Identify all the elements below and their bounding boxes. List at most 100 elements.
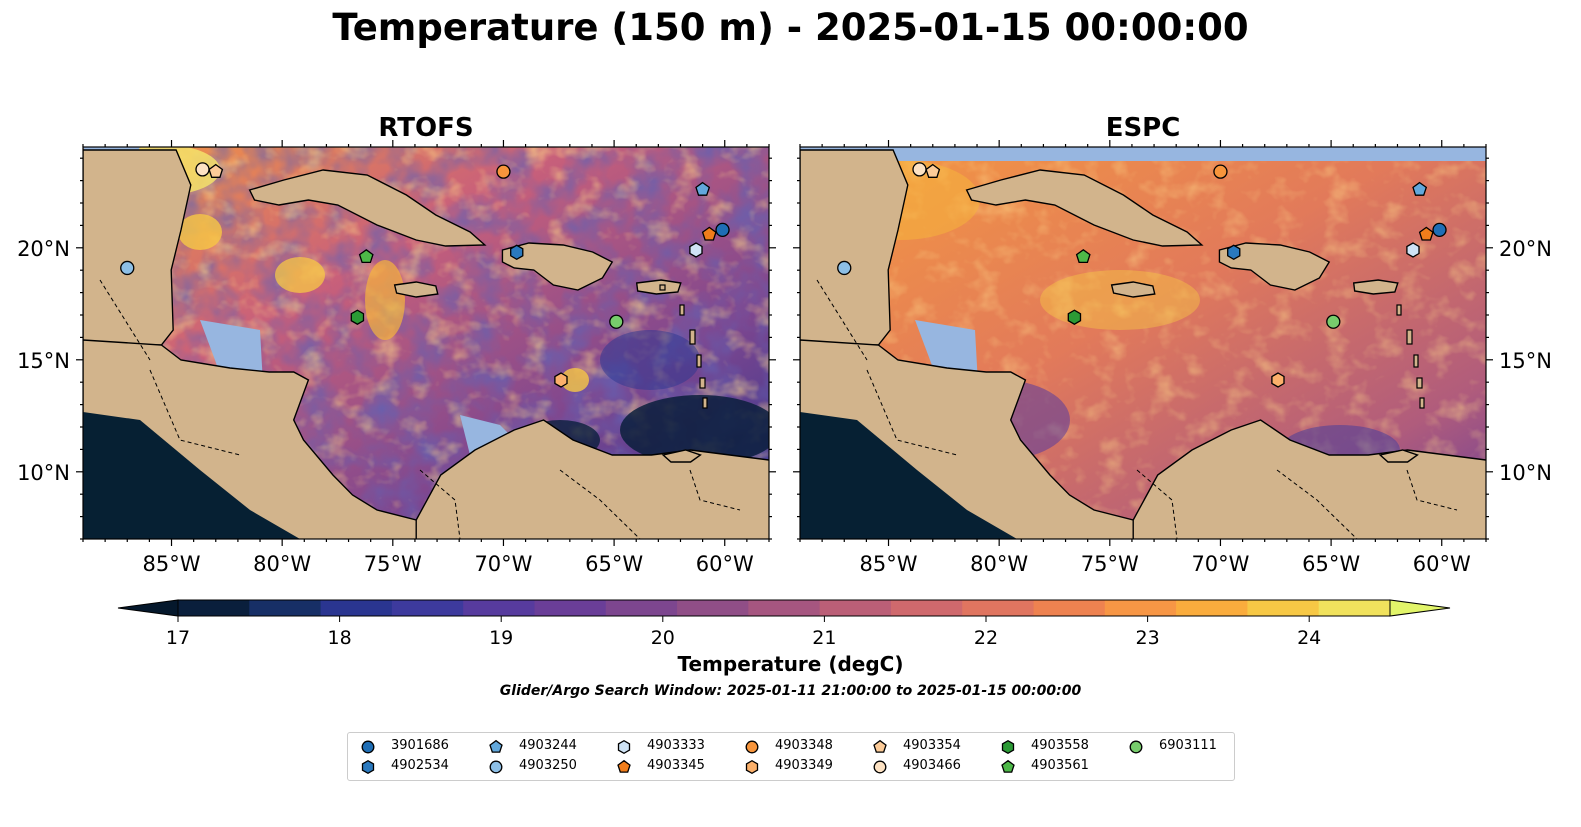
figure-title: Temperature (150 m) - 2025-01-15 00:00:0… <box>332 6 1249 49</box>
lon-tick-label: 60°W <box>1413 552 1471 576</box>
colorbar-tick-label: 17 <box>166 627 190 649</box>
lon-tick-label: 65°W <box>1302 552 1360 576</box>
colorbar-segment <box>677 600 749 616</box>
lat-tick-label-right: 10°N <box>1499 461 1552 485</box>
lat-tick-label-left: 20°N <box>17 237 70 261</box>
float-marker-4903466 <box>912 162 927 177</box>
colorbar-segment <box>320 600 393 616</box>
float-marker-4903561 <box>1075 248 1091 264</box>
colorbar-label: Temperature (degC) <box>677 652 904 676</box>
float-marker-4903466 <box>195 162 210 177</box>
legend-label: 6903111 <box>1159 738 1217 753</box>
colorbar-segment <box>1104 600 1177 616</box>
panel-title-espc: ESPC <box>1105 113 1181 143</box>
float-marker-4903349 <box>1271 372 1285 388</box>
rtofs-map <box>83 147 769 539</box>
float-marker-4903354 <box>208 163 224 178</box>
float-marker-6903111 <box>609 314 624 329</box>
float-marker-4903333 <box>689 242 703 258</box>
float-marker-6903111 <box>1326 314 1341 329</box>
lon-tick-label: 80°W <box>253 552 311 576</box>
panel-title-rtofs: RTOFS <box>378 113 474 143</box>
legend-label: 3901686 <box>391 738 449 753</box>
espc-map <box>800 147 1486 539</box>
colorbar-tick-label: 21 <box>812 627 836 649</box>
float-marker-4903250 <box>837 260 852 276</box>
colorbar-segment <box>1033 600 1106 616</box>
pentagon-marker-icon <box>489 739 503 753</box>
pentagon-marker-icon <box>617 759 631 773</box>
legend-label: 4903561 <box>1031 758 1089 773</box>
float-marker-4903250 <box>120 260 135 276</box>
legend-label: 4903348 <box>775 738 833 753</box>
float-marker-4903561 <box>358 248 374 264</box>
colorbar-segment <box>605 600 678 616</box>
float-marker-3901686 <box>1432 222 1447 238</box>
float-marker-4903345 <box>701 226 717 241</box>
lon-tick-label: 65°W <box>585 552 643 576</box>
colorbar-tick-label: 20 <box>651 627 675 649</box>
espc-frame <box>799 146 1487 540</box>
hexagon-marker-icon <box>617 739 631 755</box>
rtofs-frame <box>82 146 770 540</box>
legend-label: 4903354 <box>903 738 961 753</box>
float-marker-4903244 <box>695 181 711 196</box>
circle-marker-icon <box>361 740 375 754</box>
colorbar-segment <box>391 600 464 616</box>
lat-tick-label-left: 15°N <box>17 349 70 373</box>
colorbar-segment <box>1247 600 1320 616</box>
lon-tick-label: 75°W <box>1081 552 1139 576</box>
colorbar-segment <box>890 600 963 616</box>
colorbar-segment <box>534 600 607 616</box>
legend-label: 4903349 <box>775 758 833 773</box>
colorbar-extend-high <box>1389 599 1451 617</box>
colorbar-segment <box>178 600 250 616</box>
lon-tick-label: 85°W <box>143 552 201 576</box>
colorbar-segment <box>463 600 535 616</box>
search-window-note: Glider/Argo Search Window: 2025-01-11 21… <box>499 683 1082 699</box>
float-marker-4903348 <box>496 164 511 179</box>
colorbar-tick-label: 22 <box>974 627 998 649</box>
lat-tick-label-right: 15°N <box>1499 349 1552 373</box>
float-marker-4903354 <box>925 163 941 178</box>
float-marker-4902534 <box>1227 244 1241 261</box>
legend-label: 4903558 <box>1031 738 1089 753</box>
legend-label: 4902534 <box>391 758 449 773</box>
lon-tick-label: 85°W <box>860 552 918 576</box>
circle-marker-icon <box>1129 740 1143 754</box>
hexagon-marker-icon <box>361 759 375 775</box>
colorbar-segment <box>1176 600 1248 616</box>
lon-tick-label: 70°W <box>474 552 532 576</box>
circle-marker-icon <box>873 760 887 774</box>
colorbar-segment <box>819 600 892 616</box>
colorbar-extend-low <box>117 599 179 617</box>
hexagon-marker-icon <box>1001 739 1015 755</box>
colorbar-segment <box>1318 600 1391 616</box>
circle-marker-icon <box>745 740 759 754</box>
colorbar: 17 18 19 20 21 22 23 24 <box>117 599 1451 649</box>
legend-label: 4903250 <box>519 758 577 773</box>
legend-label: 4903333 <box>647 738 705 753</box>
float-marker-4903333 <box>1406 242 1420 258</box>
legend-label: 4903244 <box>519 738 577 753</box>
circle-marker-icon <box>489 760 503 774</box>
float-marker-4902534 <box>510 244 524 261</box>
lon-tick-label: 70°W <box>1191 552 1249 576</box>
colorbar-segment <box>249 600 322 616</box>
pentagon-marker-icon <box>873 739 887 753</box>
float-marker-4903349 <box>554 372 568 388</box>
colorbar-segment <box>962 600 1035 616</box>
colorbar-tick-label: 18 <box>328 627 352 649</box>
float-marker-4903558 <box>350 309 365 325</box>
legend-label: 4903345 <box>647 758 705 773</box>
colorbar-segment <box>748 600 821 616</box>
float-legend: 3901686 4902534 4903244 4903250 4903333 49033… <box>347 732 1235 781</box>
colorbar-tick-label: 19 <box>489 627 513 649</box>
legend-label: 4903466 <box>903 758 961 773</box>
colorbar-tick-label: 23 <box>1136 627 1160 649</box>
lon-tick-label: 75°W <box>364 552 422 576</box>
pentagon-marker-icon <box>1001 759 1015 773</box>
float-marker-3901686 <box>715 222 730 238</box>
float-marker-4903244 <box>1412 181 1428 196</box>
